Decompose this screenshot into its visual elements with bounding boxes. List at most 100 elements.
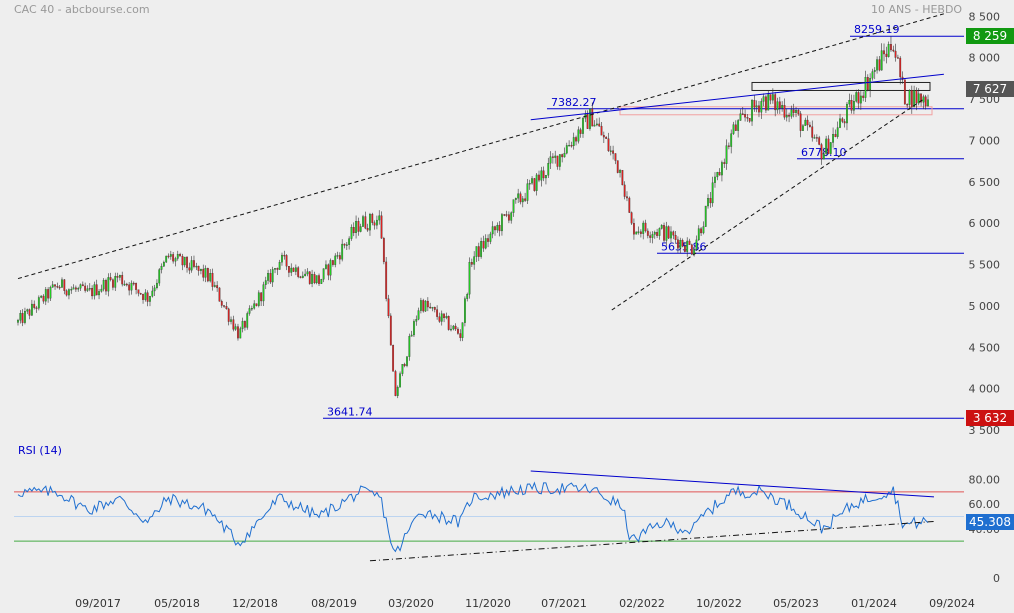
- candle-body: [690, 244, 693, 255]
- candle-body: [257, 292, 260, 306]
- candle-body: [197, 265, 200, 271]
- candle-body: [68, 289, 70, 296]
- candle-body: [783, 105, 786, 118]
- candle-body: [739, 113, 742, 121]
- candle-body: [753, 100, 756, 108]
- candle-body: [697, 228, 700, 241]
- candle-body: [315, 275, 318, 284]
- candle-body: [510, 212, 513, 221]
- candle-body: [818, 137, 821, 145]
- candle-body: [343, 243, 346, 246]
- candle-body: [283, 254, 286, 257]
- candle-body: [151, 290, 154, 297]
- candle-body: [721, 162, 723, 176]
- candle-body: [612, 150, 615, 154]
- candle-body: [420, 300, 422, 311]
- candle-body: [857, 92, 860, 104]
- candle-body: [683, 246, 686, 252]
- candle-body: [396, 387, 399, 396]
- candle-body: [538, 174, 540, 181]
- candle-body: [364, 216, 367, 229]
- candle-body: [507, 214, 510, 221]
- candle-body: [811, 126, 814, 138]
- candle-body: [413, 321, 415, 336]
- candle-body: [385, 261, 388, 299]
- candle-body: [732, 124, 735, 134]
- candle-body: [204, 268, 207, 278]
- candle-body: [452, 325, 455, 330]
- candle-body: [558, 154, 561, 167]
- candle-body: [211, 273, 214, 287]
- candle-body: [778, 101, 781, 109]
- x-tick-label: 01/2024: [851, 597, 897, 610]
- candle-body: [609, 150, 612, 152]
- candle-body: [186, 256, 188, 268]
- candle-body: [788, 115, 790, 117]
- candle-body: [769, 94, 772, 101]
- candle-body: [447, 316, 450, 330]
- rsi-y-tick-label: 80.00: [969, 474, 1001, 487]
- candle-body: [348, 238, 351, 245]
- y-tick-label: 7 000: [969, 134, 1001, 147]
- candle-body: [264, 280, 267, 285]
- candle-body: [480, 241, 483, 257]
- candle-body: [438, 316, 441, 322]
- candle-body: [688, 240, 691, 245]
- candle-body: [359, 226, 362, 232]
- candle-body: [241, 321, 244, 329]
- candle-body: [216, 285, 219, 289]
- candle-body: [899, 57, 902, 78]
- candle-body: [785, 115, 788, 118]
- candle-body: [290, 267, 293, 273]
- last-price-tag: 7 627: [966, 80, 1014, 97]
- candle-body: [130, 282, 133, 291]
- candle-body: [392, 345, 395, 372]
- candle-body: [820, 144, 823, 160]
- x-tick-label: 08/2019: [311, 597, 357, 610]
- candle-body: [322, 268, 325, 280]
- candle-body: [58, 286, 61, 289]
- candle-body: [799, 113, 802, 131]
- x-tick-label: 11/2020: [465, 597, 511, 610]
- candle-body: [646, 230, 649, 236]
- candle-body: [873, 70, 876, 72]
- candle-body: [109, 277, 112, 280]
- candle-body: [751, 100, 753, 122]
- candle-body: [897, 57, 899, 59]
- candle-body: [762, 96, 765, 102]
- candle-body: [917, 93, 920, 104]
- candle-body: [28, 309, 31, 316]
- candle-body: [813, 137, 816, 139]
- candle-body: [461, 322, 464, 338]
- candle-body: [77, 288, 80, 290]
- candle-body: [556, 155, 559, 167]
- candle-body: [568, 145, 571, 147]
- candle-body: [380, 215, 383, 239]
- candle-body: [65, 290, 68, 296]
- candle-body: [54, 284, 56, 287]
- candle-body: [797, 110, 800, 114]
- candle-body: [176, 254, 179, 259]
- candle-body: [771, 94, 774, 101]
- candle-body: [927, 99, 929, 107]
- candle-body: [517, 193, 520, 199]
- candle-body: [853, 101, 855, 111]
- trendlines: [17, 13, 945, 311]
- candle-body: [248, 308, 251, 314]
- candle-body: [206, 268, 209, 282]
- candle-body: [433, 307, 436, 310]
- candle-body: [174, 258, 177, 262]
- candle-body: [121, 275, 124, 285]
- candle-body: [540, 170, 543, 181]
- candle-body: [727, 145, 730, 147]
- candle-body: [51, 284, 54, 288]
- price-trendline: [530, 73, 944, 121]
- candle-body: [95, 284, 98, 296]
- candle-body: [841, 118, 844, 122]
- candle-body: [531, 178, 533, 184]
- candle-body: [498, 224, 501, 232]
- candle-body: [153, 287, 156, 292]
- candle-body: [746, 117, 749, 119]
